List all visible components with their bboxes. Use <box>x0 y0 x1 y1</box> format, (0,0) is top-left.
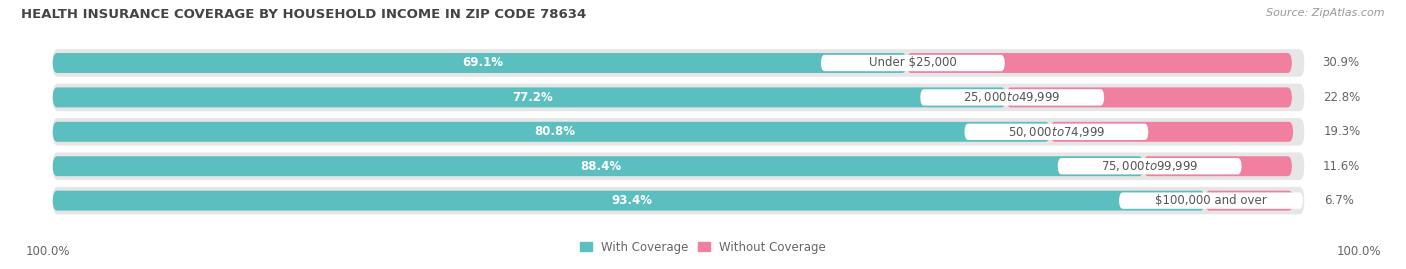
Text: 19.3%: 19.3% <box>1324 125 1361 138</box>
FancyBboxPatch shape <box>920 89 1104 106</box>
Text: $75,000 to $99,999: $75,000 to $99,999 <box>1101 159 1198 173</box>
Text: 77.2%: 77.2% <box>512 91 553 104</box>
Text: 93.4%: 93.4% <box>612 194 652 207</box>
FancyBboxPatch shape <box>1119 192 1303 209</box>
Text: 69.1%: 69.1% <box>463 56 503 69</box>
Text: $100,000 and over: $100,000 and over <box>1156 194 1267 207</box>
FancyBboxPatch shape <box>907 53 1292 73</box>
FancyBboxPatch shape <box>1205 191 1294 211</box>
Text: HEALTH INSURANCE COVERAGE BY HOUSEHOLD INCOME IN ZIP CODE 78634: HEALTH INSURANCE COVERAGE BY HOUSEHOLD I… <box>21 8 586 21</box>
FancyBboxPatch shape <box>52 156 1143 176</box>
FancyBboxPatch shape <box>965 124 1149 140</box>
Text: 100.0%: 100.0% <box>1336 245 1381 258</box>
Legend: With Coverage, Without Coverage: With Coverage, Without Coverage <box>579 241 827 254</box>
Text: 80.8%: 80.8% <box>534 125 575 138</box>
Text: Under $25,000: Under $25,000 <box>869 56 956 69</box>
FancyBboxPatch shape <box>52 187 1305 214</box>
FancyBboxPatch shape <box>1007 87 1292 107</box>
Text: 100.0%: 100.0% <box>25 245 70 258</box>
FancyBboxPatch shape <box>52 118 1305 146</box>
FancyBboxPatch shape <box>52 84 1305 111</box>
FancyBboxPatch shape <box>52 87 1007 107</box>
FancyBboxPatch shape <box>52 122 1050 142</box>
FancyBboxPatch shape <box>52 49 1305 77</box>
FancyBboxPatch shape <box>52 53 907 73</box>
Text: 88.4%: 88.4% <box>581 160 621 173</box>
FancyBboxPatch shape <box>1057 158 1241 174</box>
Text: 22.8%: 22.8% <box>1323 91 1360 104</box>
FancyBboxPatch shape <box>52 153 1305 180</box>
Text: 11.6%: 11.6% <box>1323 160 1360 173</box>
Text: 30.9%: 30.9% <box>1323 56 1360 69</box>
FancyBboxPatch shape <box>52 191 1205 211</box>
Text: 6.7%: 6.7% <box>1324 194 1354 207</box>
Text: Source: ZipAtlas.com: Source: ZipAtlas.com <box>1267 8 1385 18</box>
Text: $25,000 to $49,999: $25,000 to $49,999 <box>963 90 1062 104</box>
FancyBboxPatch shape <box>1050 122 1294 142</box>
FancyBboxPatch shape <box>1143 156 1292 176</box>
FancyBboxPatch shape <box>821 55 1005 71</box>
Text: $50,000 to $74,999: $50,000 to $74,999 <box>1008 125 1105 139</box>
